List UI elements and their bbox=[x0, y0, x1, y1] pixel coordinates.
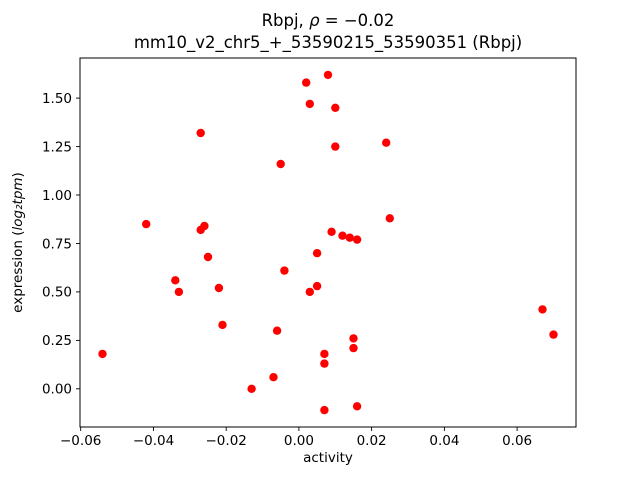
y-tick-label: 1.25 bbox=[42, 139, 72, 155]
y-tick-label: 0.75 bbox=[42, 236, 72, 252]
chart-title-line2: mm10_v2_chr5_+_53590215_53590351 (Rbpj) bbox=[134, 33, 522, 53]
data-point bbox=[302, 78, 311, 87]
data-point bbox=[269, 373, 278, 382]
data-point bbox=[352, 402, 362, 411]
title-prefix: Rbpj, bbox=[262, 11, 310, 30]
y-tick-label: 1.00 bbox=[42, 188, 72, 204]
data-point bbox=[327, 227, 336, 236]
data-point bbox=[352, 235, 362, 244]
data-point bbox=[98, 349, 107, 359]
title-correlation-value: = −0.02 bbox=[320, 11, 395, 30]
x-tick-label: 0.04 bbox=[429, 433, 459, 449]
data-point bbox=[345, 233, 354, 242]
x-tick-label: 0.06 bbox=[502, 433, 532, 449]
x-tick-label: −0.06 bbox=[60, 433, 101, 449]
x-tick-label: 0.00 bbox=[284, 433, 314, 449]
data-point bbox=[312, 281, 322, 291]
data-point bbox=[247, 384, 256, 393]
data-point bbox=[320, 405, 329, 415]
data-point bbox=[272, 326, 282, 335]
chart-title-line1: Rbpj, ρ = −0.02 bbox=[262, 11, 395, 30]
data-point bbox=[312, 249, 322, 258]
ylabel-prefix: expression ( bbox=[10, 230, 26, 312]
data-point bbox=[538, 305, 547, 314]
ylabel-math: log₂tpm bbox=[10, 177, 26, 230]
title-rho-symbol: ρ bbox=[309, 11, 320, 30]
ylabel-suffix: ) bbox=[10, 172, 26, 177]
y-axis-label: expression (log₂tpm) bbox=[10, 172, 26, 313]
data-point bbox=[549, 330, 558, 339]
y-tick-label: 0.50 bbox=[42, 285, 72, 301]
x-axis-label: activity bbox=[303, 450, 353, 466]
data-point bbox=[323, 70, 333, 80]
x-tick-label: −0.04 bbox=[133, 433, 174, 449]
data-point bbox=[276, 159, 285, 169]
x-tick-label: −0.02 bbox=[206, 433, 247, 449]
data-point bbox=[280, 266, 289, 275]
data-point bbox=[171, 276, 180, 285]
axes-box bbox=[79, 57, 577, 428]
data-point bbox=[331, 142, 340, 151]
data-point bbox=[349, 334, 358, 343]
data-point bbox=[331, 103, 340, 113]
data-point bbox=[349, 343, 358, 353]
y-tick-label: 0.25 bbox=[42, 333, 72, 349]
data-point bbox=[142, 219, 151, 229]
data-point bbox=[174, 287, 184, 297]
plot-layer: −0.06 −0.04 −0.02 0.00 0.02 0.04 0.06 0.00 0.25 0… bbox=[42, 70, 558, 449]
data-point bbox=[200, 221, 209, 231]
data-point bbox=[218, 320, 227, 330]
data-point bbox=[385, 214, 394, 223]
x-tick-label: 0.02 bbox=[357, 433, 387, 449]
data-point bbox=[305, 287, 314, 297]
data-point bbox=[305, 99, 314, 109]
data-point bbox=[320, 349, 329, 359]
y-tick-label: 0.00 bbox=[42, 382, 72, 398]
y-tick-label: 1.50 bbox=[42, 91, 72, 107]
data-point bbox=[214, 283, 224, 293]
data-point bbox=[203, 252, 213, 262]
data-point bbox=[196, 128, 205, 138]
data-point bbox=[382, 138, 391, 147]
data-point bbox=[320, 359, 329, 368]
data-point bbox=[338, 231, 347, 240]
